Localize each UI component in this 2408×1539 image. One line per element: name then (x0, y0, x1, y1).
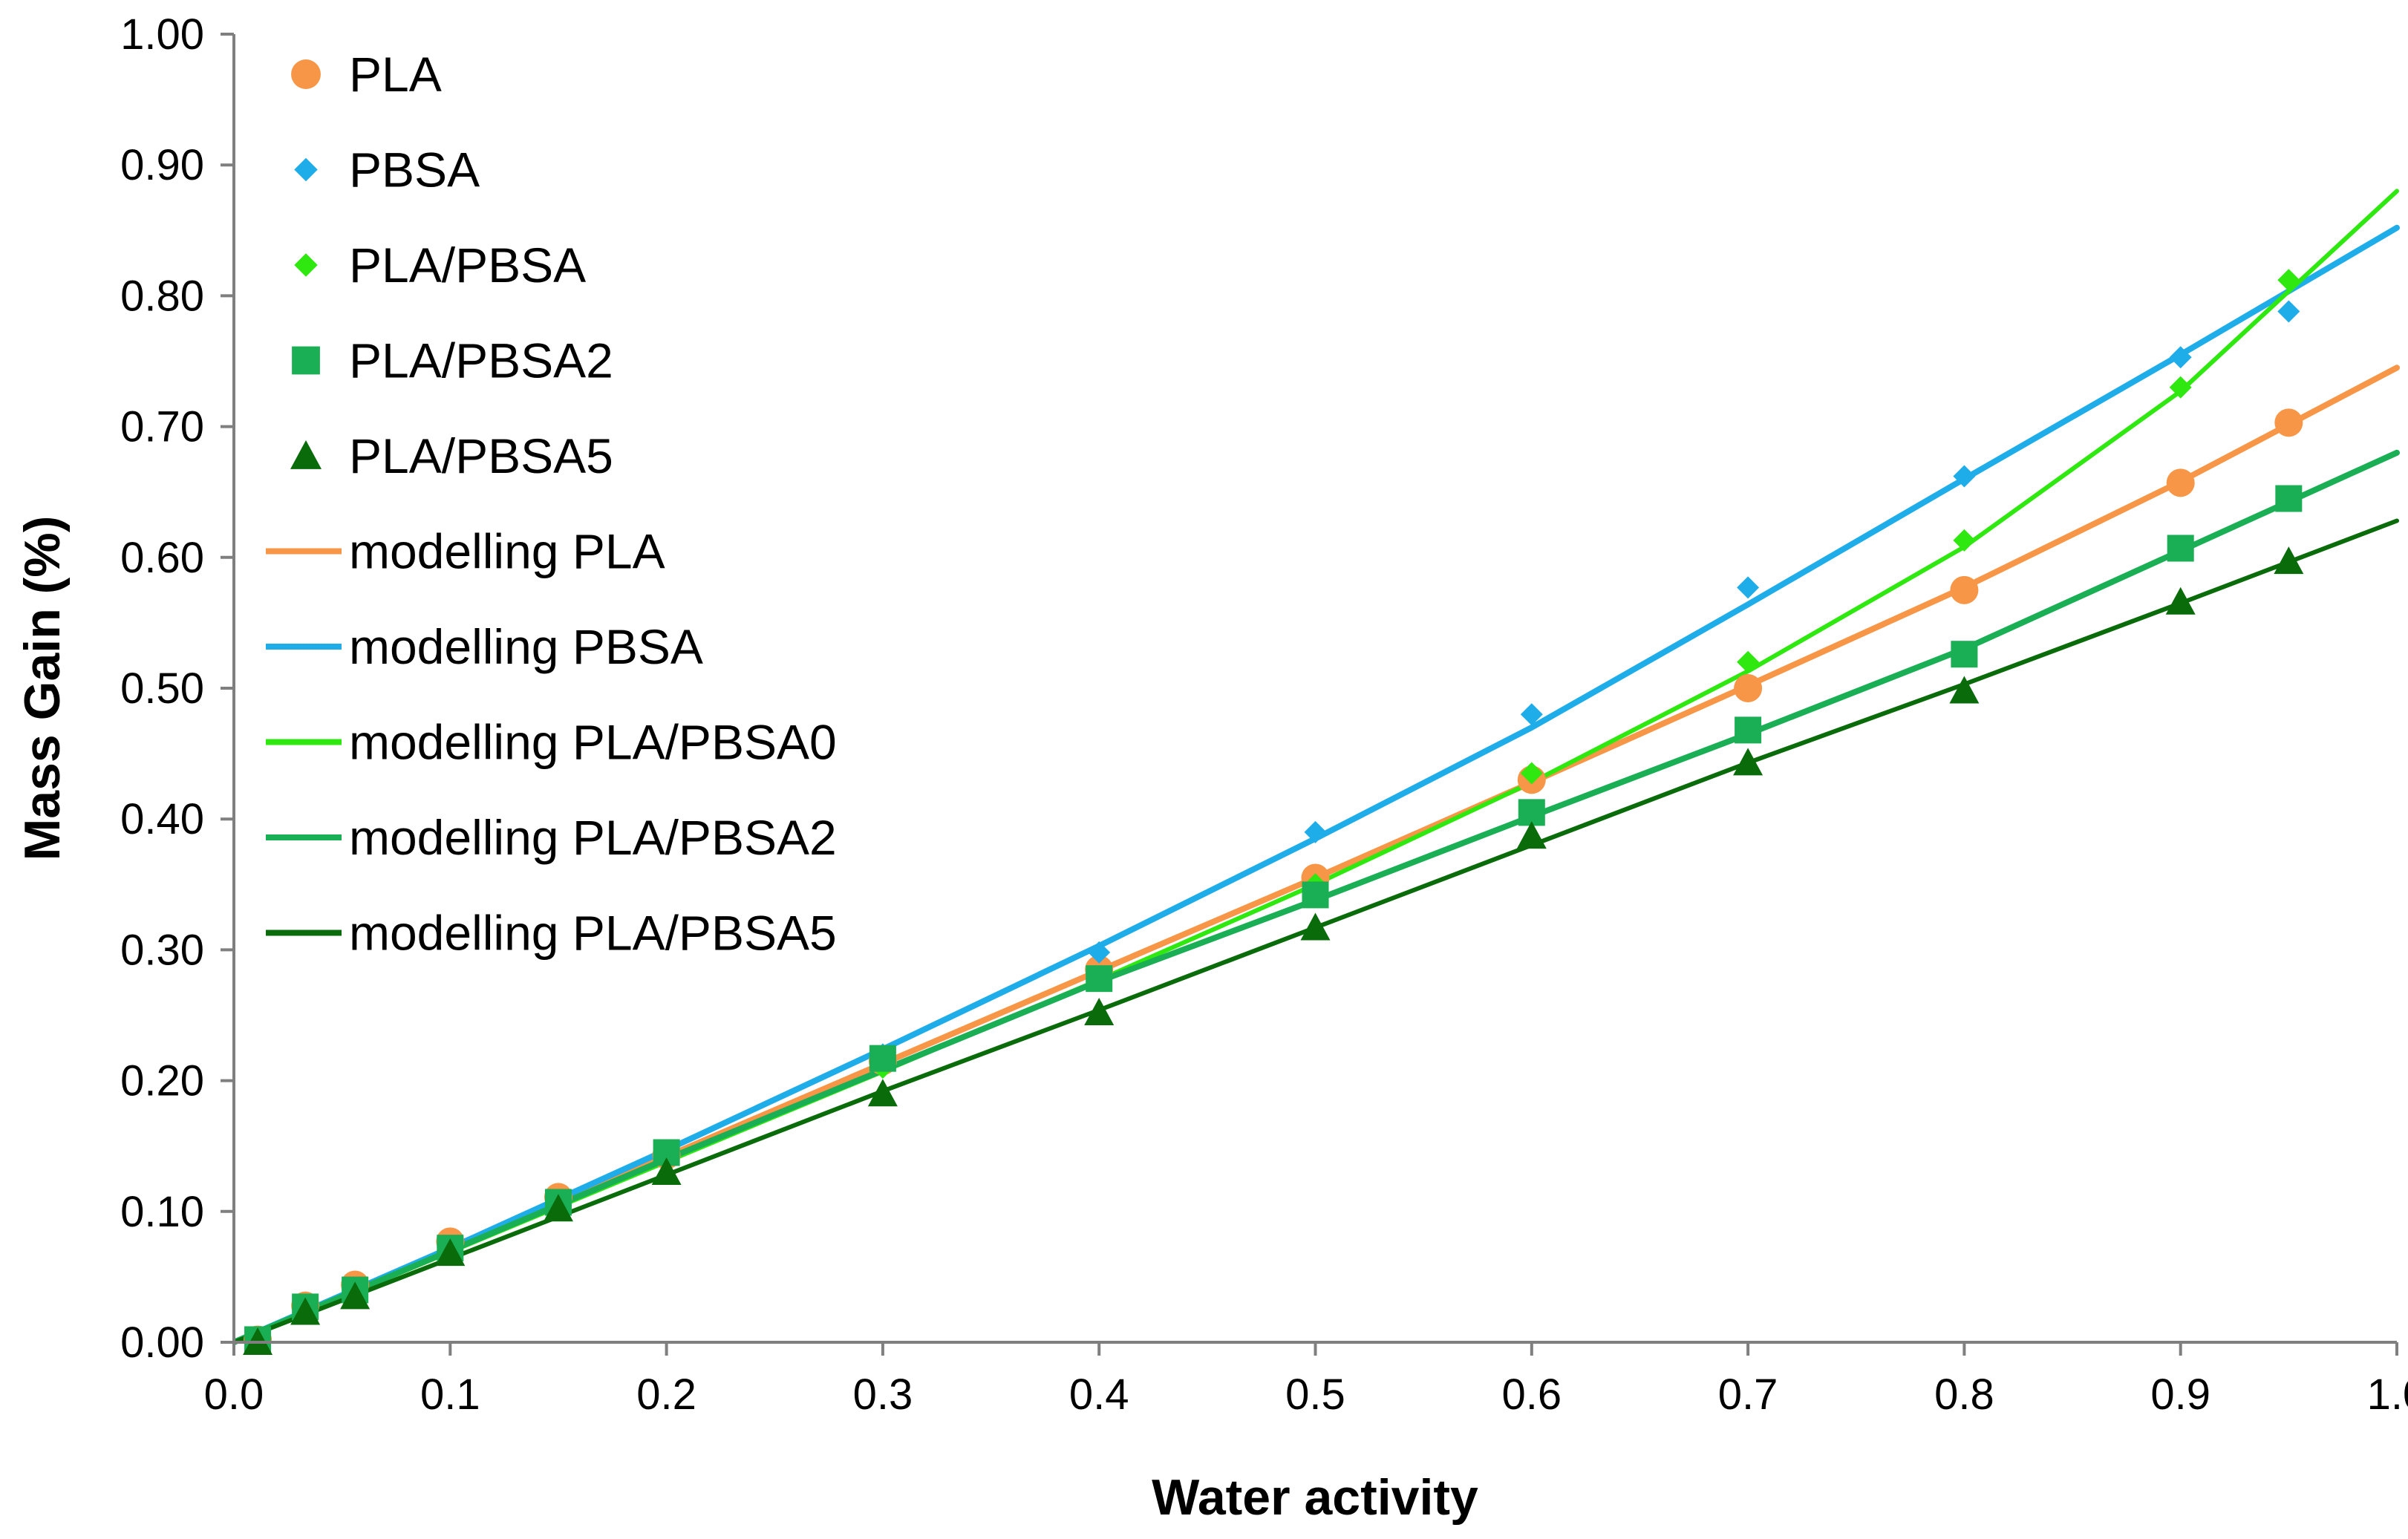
axes (232, 34, 2397, 1344)
data-point-pbsa (1737, 576, 1760, 599)
data-point-pla-pbsa5 (1300, 912, 1331, 941)
data-point-pla-pbsa2 (1735, 716, 1762, 744)
x-tick-label: 0.6 (1501, 1370, 1562, 1419)
legend-label: modelling PBSA (349, 619, 703, 674)
data-point-pla-pbsa2 (1086, 965, 1113, 993)
data-point-pla-pbsa5 (435, 1238, 466, 1267)
legend-label: modelling PLA/PBSA0 (349, 715, 837, 770)
data-point-pla-pbsa (2277, 269, 2300, 292)
x-tick-label: 0.7 (1718, 1370, 1778, 1419)
data-point-pla (1950, 575, 1979, 604)
legend-item-modelling-pla-pbsa5: modelling PLA/PBSA5 (266, 906, 837, 961)
data-point-pla-pbsa2 (1302, 881, 1329, 909)
legend-item-modelling-pla-pbsa0: modelling PLA/PBSA0 (266, 715, 837, 770)
x-tick-label: 0.8 (1934, 1370, 1994, 1419)
x-tick-label: 0.9 (2150, 1370, 2210, 1419)
y-tick-label: 0.70 (120, 403, 204, 451)
data-point-pla-pbsa5 (2165, 586, 2196, 615)
legend: PLA PBSA PLA/PBSA PLA/PBSA2 PLA/PBSA5 modelli… (266, 47, 837, 961)
data-point-pbsa (1304, 820, 1327, 843)
legend-label: PLA (349, 47, 442, 102)
x-tick-label: 0.3 (853, 1370, 913, 1419)
legend-label: PLA/PBSA (349, 238, 586, 293)
y-tick-label: 0.10 (120, 1188, 204, 1236)
data-point-pbsa (2169, 346, 2192, 369)
legend-label: modelling PLA (349, 524, 665, 579)
x-tick-label: 0.1 (420, 1370, 480, 1419)
legend-label: PBSA (349, 143, 480, 197)
legend-marker-pla-pbsa2 (292, 346, 320, 375)
data-point-pla-pbsa5 (1084, 997, 1115, 1025)
y-tick-label: 0.00 (120, 1319, 204, 1367)
data-point-pla-pbsa5 (340, 1281, 371, 1310)
series-line-modelling-pbsa (234, 224, 2400, 1345)
x-axis-title: Water activity (1152, 1469, 1478, 1526)
x-tick-label: 1.0 (2367, 1370, 2408, 1419)
x-tick-label: 0.2 (636, 1370, 696, 1419)
ticks: 0.0 0.1 0.2 0.3 0.4 0.5 0.6 0.7 0.8 0.9 1.0 0.00 0.1… (120, 10, 2408, 1419)
data-point-pbsa (2277, 300, 2300, 323)
legend-item-modelling-pbsa: modelling PBSA (266, 619, 703, 674)
data-point-pla-pbsa2 (1951, 641, 1978, 668)
legend-marker-pbsa (294, 157, 318, 182)
x-tick-label: 0.0 (204, 1370, 264, 1419)
data-markers (243, 269, 2304, 1355)
data-point-pla-pbsa (1953, 529, 1976, 552)
legend-label: modelling PLA/PBSA2 (349, 810, 837, 865)
legend-label: PLA/PBSA5 (349, 428, 613, 483)
data-point-pla-pbsa2 (2275, 485, 2303, 512)
legend-label: PLA/PBSA2 (349, 333, 613, 388)
data-point-pla-pbsa2 (2167, 535, 2194, 562)
data-point-pbsa (1520, 703, 1543, 726)
legend-label: modelling PLA/PBSA5 (349, 906, 837, 961)
x-tick-label: 0.5 (1285, 1370, 1345, 1419)
data-point-pbsa (1953, 465, 1976, 488)
data-point-pla (2274, 408, 2303, 437)
y-tick-label: 1.00 (120, 10, 204, 59)
data-point-pla-pbsa5 (1516, 821, 1547, 849)
y-tick-label: 0.50 (120, 664, 204, 713)
data-point-pla-pbsa (1737, 650, 1760, 673)
y-tick-label: 0.40 (120, 795, 204, 843)
legend-item-modelling-pla: modelling PLA (266, 524, 665, 579)
y-tick-label: 0.20 (120, 1057, 204, 1105)
data-point-pla-pbsa (1520, 762, 1543, 785)
y-tick-label: 0.90 (120, 141, 204, 189)
data-point-pla-pbsa5 (543, 1194, 573, 1222)
legend-marker-pla (291, 59, 321, 89)
legend-marker-pla-pbsa (294, 253, 318, 277)
data-point-pla-pbsa5 (651, 1157, 682, 1185)
legend-item-pla: PLA (291, 47, 442, 102)
legend-item-pla-pbsa5: PLA/PBSA5 (290, 428, 613, 483)
data-point-pla-pbsa5 (1733, 748, 1763, 776)
data-point-pla-pbsa5 (1949, 676, 1980, 704)
data-point-pbsa (1088, 941, 1111, 964)
y-tick-label: 0.30 (120, 926, 204, 974)
data-point-pla-pbsa (2169, 376, 2192, 399)
legend-marker-pla-pbsa5 (290, 440, 322, 469)
data-point-pla-pbsa5 (2274, 546, 2304, 575)
data-point-pla (2166, 468, 2195, 497)
y-tick-label: 0.60 (120, 534, 204, 582)
legend-item-pla-pbsa: PLA/PBSA (294, 238, 586, 293)
plot-area (234, 189, 2400, 1355)
data-point-pla-pbsa5 (867, 1079, 898, 1107)
series-pla-pbsa5 (243, 546, 2304, 1355)
x-tick-label: 0.4 (1069, 1370, 1129, 1419)
data-point-pla-pbsa5 (290, 1297, 321, 1325)
data-point-pla (1734, 674, 1763, 702)
data-point-pla-pbsa2 (869, 1045, 896, 1072)
legend-item-modelling-pla-pbsa2: modelling PLA/PBSA2 (266, 810, 837, 865)
legend-item-pla-pbsa2: PLA/PBSA2 (292, 333, 613, 388)
y-axis-title: Mass Gain (%) (14, 516, 71, 861)
legend-item-pbsa: PBSA (294, 143, 480, 197)
y-tick-label: 0.80 (120, 272, 204, 320)
